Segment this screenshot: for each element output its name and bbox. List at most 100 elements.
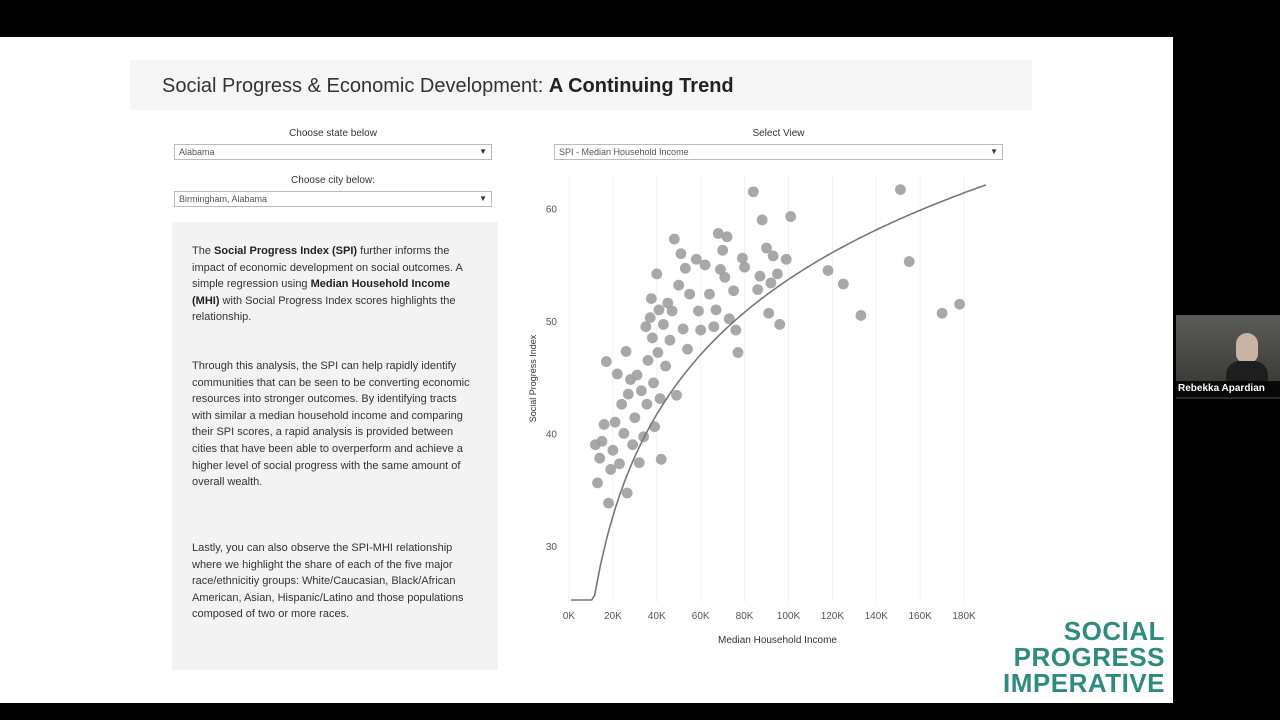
title-emphasis: A Continuing Trend [548,75,734,97]
x-axis-title: Median Household Income [718,635,837,646]
data-point [675,248,687,260]
data-point [704,288,715,300]
state-dropdown[interactable]: Alabama ▼ [174,144,492,160]
data-point [603,497,614,509]
dropdown-arrow-icon: ▼ [479,147,487,156]
state-label: Choose state below [289,128,377,139]
y-tick-label: 30 [546,542,558,553]
data-point [717,244,729,256]
data-point [640,321,652,333]
page-title: Social Progress & Economic Development: … [162,75,734,98]
data-point [739,261,750,273]
view-value: SPI - Median Household Income [559,147,689,157]
data-point [780,253,792,265]
data-point [614,458,625,470]
data-point [747,186,759,198]
data-point [785,211,797,222]
data-point [660,360,671,372]
data-point [673,279,685,291]
x-tick-label: 140K [865,611,889,622]
y-tick-label: 40 [546,429,558,440]
data-point [645,293,657,305]
data-point [592,477,603,489]
p1-c: with Social Progress Index scores highli… [192,294,456,324]
city-value: Birmingham, Alabama [179,194,268,204]
data-point [605,464,617,475]
data-point [756,214,768,226]
x-tick-label: 180K [952,611,976,622]
data-point [607,444,619,456]
data-point [631,369,643,381]
participant-video-tile[interactable]: Rebekka Apardian [1176,315,1280,399]
data-point [708,321,720,333]
data-point [732,347,744,358]
data-point [649,421,660,433]
y-tick-label: 60 [546,205,558,216]
title-prefix: Social Progress & Economic Development: [162,75,544,97]
dropdown-arrow-icon: ▼ [990,147,998,156]
logo-line-1: SOCIAL [1063,616,1165,646]
data-point [633,457,645,469]
data-point [671,389,682,401]
data-point [598,419,610,430]
data-point [719,271,731,283]
data-point [715,263,726,275]
data-point [596,435,608,447]
social-progress-imperative-logo: SOCIAL PROGRESS IMPERATIVE [985,618,1165,696]
data-point [679,262,691,274]
data-point [730,324,742,336]
x-tick-label: 80K [736,611,754,622]
data-point [855,310,867,321]
data-point [710,304,722,316]
participant-head [1236,333,1258,363]
data-point [936,307,948,319]
data-point [721,231,733,243]
view-label: Select View [752,128,805,139]
data-point [627,439,639,451]
data-point [837,278,849,290]
state-value: Alabama [179,147,215,157]
data-point [600,356,612,367]
x-tick-label: 60K [692,611,710,622]
data-point [654,393,666,405]
data-point [620,346,632,357]
p1-b: further informs the impact of economic d… [192,245,463,291]
data-point [666,305,678,317]
data-point [618,428,630,439]
city-dropdown[interactable]: Birmingham, Alabama ▼ [174,191,492,207]
p1-bold-spi: Social Progress Index (SPI) [214,245,358,257]
y-axis-title: Social Progress Index [528,334,538,422]
data-point [594,452,606,464]
data-point [677,323,689,335]
data-point [954,298,966,310]
data-point [611,368,623,380]
data-point [655,453,667,465]
paragraph-analysis: Through this analysis, the SPI can help … [192,360,470,489]
x-tick-label: 0K [563,611,576,622]
data-point [657,319,669,330]
data-point [629,412,641,424]
y-tick-label: 50 [546,317,558,328]
paragraph-race: Lastly, you can also observe the SPI-MHI… [192,542,464,621]
data-point [699,259,711,271]
data-point [653,304,665,316]
data-point [754,270,766,282]
data-point [767,250,779,262]
trend-line [571,184,987,601]
view-dropdown[interactable]: SPI - Median Household Income ▼ [554,144,1003,160]
data-point [644,312,656,324]
p1-bold-mhi: Median Household Income (MHI) [192,278,450,307]
data-point [822,265,834,276]
data-point [690,253,702,265]
data-point [712,228,724,239]
scatter-chart: 30 40 50 60 0K 20K 40K 60K 80K 100K 120K 140K 160K 18… [528,175,987,646]
logo-line-2: PROGRESS [1013,642,1165,672]
p1-a: The [192,245,215,257]
data-point [728,285,740,297]
title-band [130,60,1032,110]
data-point [682,343,693,355]
x-tick-label: 160K [908,611,932,622]
city-label: Choose city below: [291,175,375,186]
data-point [621,487,633,499]
